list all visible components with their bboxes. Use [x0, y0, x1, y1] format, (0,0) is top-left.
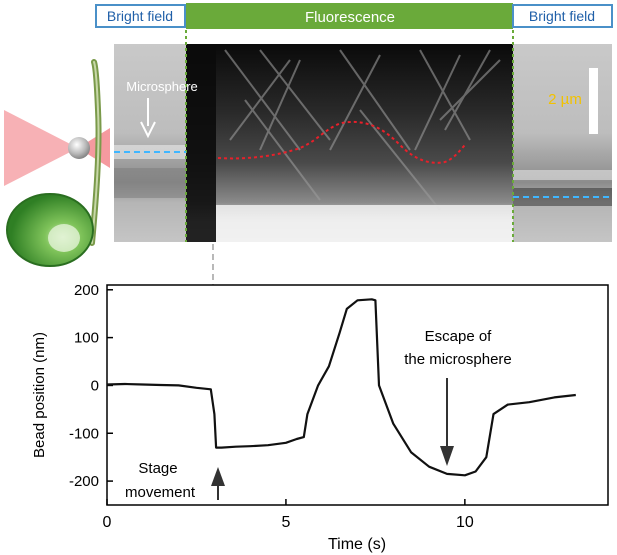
bead-position-chart: 200 100 0 -100 -200 0 5 10 Time (s) Bead posit…	[31, 282, 609, 553]
header-bright-field-left: Bright field	[95, 4, 186, 28]
filament-trace-dotted	[217, 120, 466, 164]
fluorescence-filament-streaks	[224, 49, 501, 211]
bead-schematic	[68, 137, 90, 159]
scale-bar-label: 2 µm	[548, 91, 582, 108]
bright-field-left-image	[114, 44, 186, 242]
x-axis-label: Time (s)	[328, 536, 386, 553]
laser-beam	[4, 110, 78, 186]
plot-frame	[106, 284, 609, 506]
stage-annotation-line2: movement	[125, 484, 196, 501]
y-tick-label: 100	[74, 330, 99, 347]
x-axis-ticks: 0 5 10	[103, 499, 474, 531]
y-axis-ticks: 200 100 0 -100 -200	[69, 282, 113, 490]
header-fluorescence-label: Fluorescence	[305, 9, 395, 26]
escape-annotation-line2: the microsphere	[404, 351, 512, 368]
trap-schematic	[4, 59, 110, 267]
x-tick-label: 5	[281, 514, 290, 531]
header-bright-field-right: Bright field	[512, 4, 613, 28]
y-tick-label: -100	[69, 425, 99, 442]
cell-body	[6, 193, 94, 267]
header-bright-field-left-label: Bright field	[107, 8, 173, 24]
stage-movement-annotation: Stage movement	[125, 460, 225, 501]
y-tick-label: 0	[91, 377, 99, 394]
microsphere-callout: Microsphere	[126, 79, 198, 139]
bead-position-trace	[106, 298, 576, 477]
scale-bar: 2 µm	[548, 68, 598, 134]
x-tick-label: 0	[103, 514, 112, 531]
x-tick-label: 10	[456, 514, 474, 531]
escape-annotation-line1: Escape of	[425, 328, 493, 345]
kymograph-panel: 2 µm Microsphere	[114, 30, 612, 242]
escape-annotation: Escape of the microsphere	[404, 328, 512, 466]
y-tick-label: 200	[74, 282, 99, 299]
y-tick-label: -200	[69, 473, 99, 490]
y-axis-label: Bead position (nm)	[31, 332, 48, 458]
header-fluorescence: Fluorescence	[186, 3, 513, 29]
microsphere-label: Microsphere	[126, 79, 198, 94]
header-bright-field-right-label: Bright field	[529, 8, 595, 24]
stage-annotation-line1: Stage	[138, 460, 177, 477]
